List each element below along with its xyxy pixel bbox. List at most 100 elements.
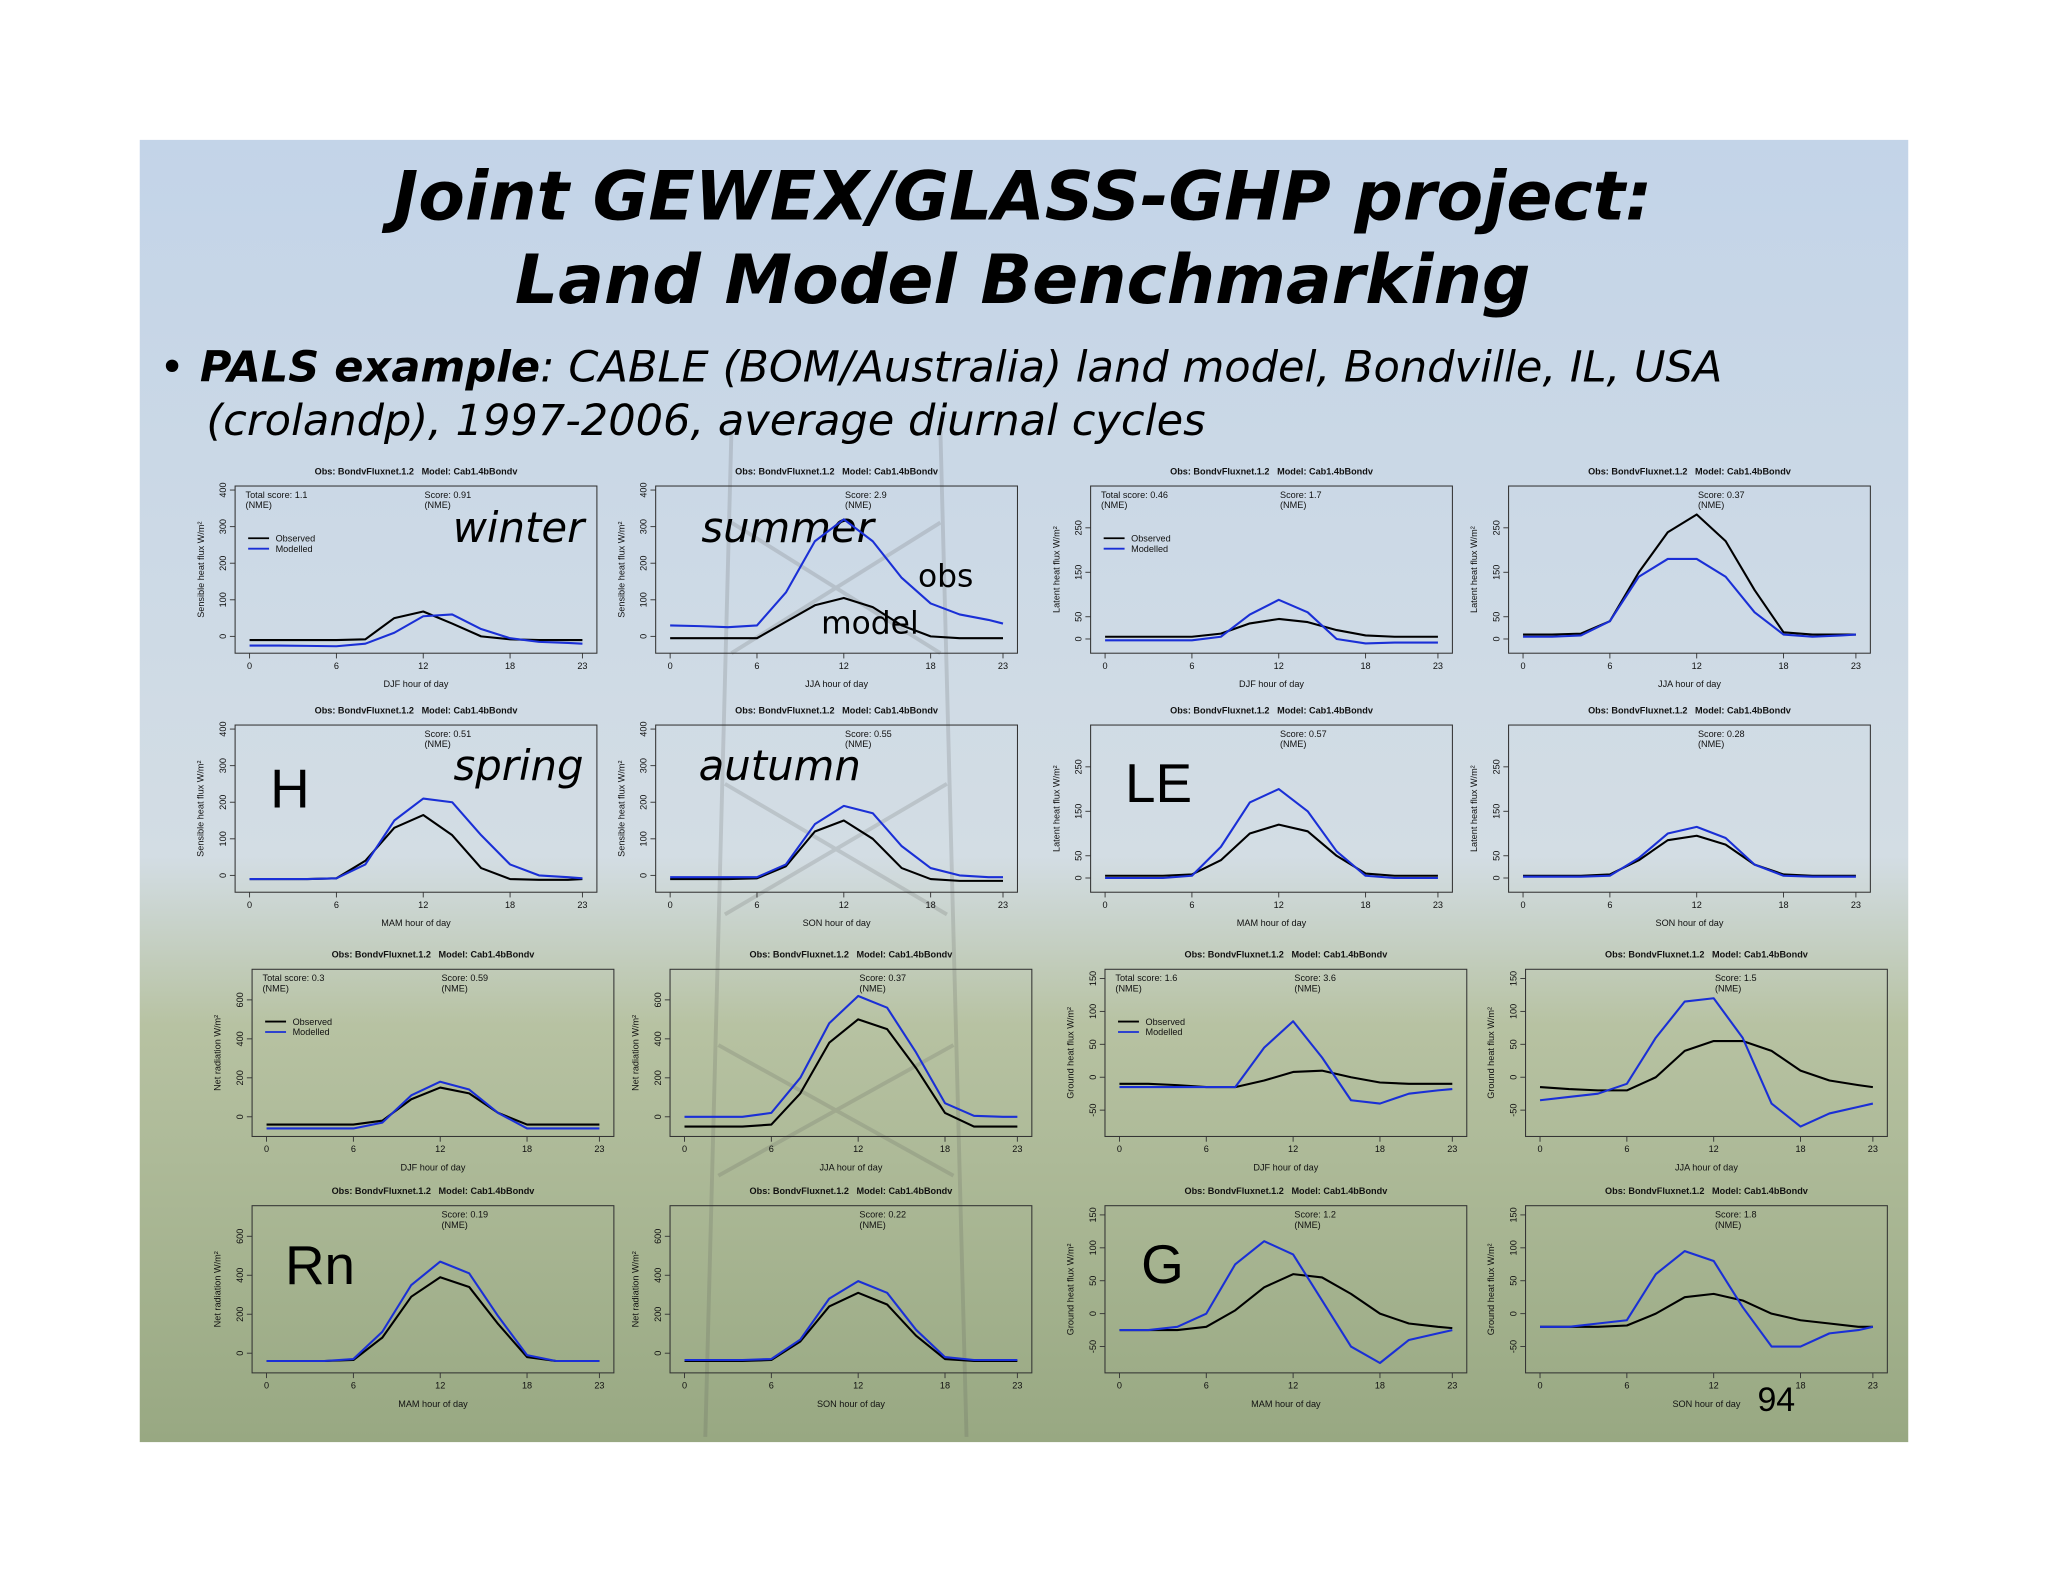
data-line — [1105, 617, 1438, 638]
data-line — [1540, 1250, 1874, 1348]
plot-frame — [655, 485, 1018, 654]
y-tick-label: 200 — [235, 1070, 245, 1085]
x-tick-label: 18 — [926, 661, 936, 671]
y-tick-label: 200 — [218, 795, 228, 810]
y-tick-label: 0 — [1508, 1311, 1518, 1316]
y-tick-label: 200 — [235, 1307, 245, 1322]
legend-label: Modelled — [293, 1027, 330, 1037]
y-tick-label: 400 — [235, 1268, 245, 1283]
chart-title: Obs: BondvFluxnet.1.2 Model: Cab1.4bBond… — [1184, 1186, 1388, 1196]
x-tick-label: 0 — [1117, 1381, 1122, 1391]
score-note: Score: 3.6 — [1294, 973, 1336, 983]
x-tick-label: 18 — [926, 900, 936, 910]
score-note: Score: 2.9 — [845, 490, 887, 500]
chart-title: Obs: BondvFluxnet.1.2 Model: Cab1.4bBond… — [1170, 466, 1374, 476]
score-note: Score: 1.7 — [1280, 490, 1322, 500]
chart: Obs: BondvFluxnet.1.2 Model: Cab1.4bBond… — [213, 1186, 615, 1409]
data-line — [670, 804, 1003, 879]
data-line — [1523, 825, 1856, 878]
x-tick-label: 12 — [418, 900, 428, 910]
data-line — [670, 596, 1003, 640]
chart: Obs: BondvFluxnet.1.2 Model: Cab1.4bBond… — [1051, 705, 1453, 928]
y-tick-label: 150 — [1508, 1207, 1518, 1222]
x-axis-label: JJA hour of day — [805, 679, 868, 689]
chart: Obs: BondvFluxnet.1.2 Model: Cab1.4bBond… — [1066, 1186, 1468, 1409]
overlay-label: model — [821, 606, 919, 642]
chart-title: Obs: BondvFluxnet.1.2 Model: Cab1.4bBond… — [750, 950, 954, 960]
x-tick-label: 6 — [334, 661, 339, 671]
x-axis-label: MAM hour of day — [398, 1399, 468, 1409]
plot-frame — [1525, 1205, 1888, 1374]
x-tick-label: 6 — [1189, 661, 1194, 671]
chart: Obs: BondvFluxnet.1.2 Model: Cab1.4bBond… — [1486, 1186, 1888, 1409]
y-tick-label: 50 — [1073, 612, 1083, 622]
overlay-label: winter — [453, 503, 587, 552]
score-note: Total score: 1.6 — [1115, 973, 1177, 983]
bullet-rest: : CABLE (BOM/Australia) land model, Bond… — [540, 343, 1722, 393]
x-tick-label: 12 — [853, 1144, 863, 1154]
legend-label: Observed — [276, 534, 316, 544]
plot-frame — [251, 1205, 615, 1374]
chart: Obs: BondvFluxnet.1.2 Model: Cab1.4bBond… — [616, 705, 1018, 928]
y-tick-label: 400 — [653, 1268, 663, 1283]
score-note: (NME) — [1101, 500, 1127, 510]
y-tick-label: 300 — [639, 519, 649, 534]
y-tick-label: -50 — [1508, 1340, 1518, 1353]
x-tick-label: 0 — [682, 1144, 687, 1154]
x-tick-label: 6 — [1607, 900, 1612, 910]
y-axis-label: Latent heat flux W/m² — [1051, 526, 1061, 613]
x-tick-label: 0 — [668, 661, 673, 671]
x-axis-label: SON hour of day — [1672, 1399, 1740, 1409]
x-tick-label: 0 — [247, 900, 252, 910]
x-tick-label: 23 — [998, 661, 1008, 671]
y-tick-label: 250 — [1073, 520, 1083, 535]
x-tick-label: 23 — [594, 1144, 604, 1154]
plot-frame — [1090, 724, 1453, 893]
x-axis-label: JJA hour of day — [819, 1162, 882, 1172]
x-tick-label: 0 — [1537, 1381, 1542, 1391]
y-axis-label: Sensible heat flux W/m² — [196, 760, 206, 856]
plot-frame — [1104, 1205, 1468, 1374]
x-tick-label: 23 — [1012, 1144, 1022, 1154]
x-axis-label: DJF hour of day — [401, 1162, 466, 1172]
chart-title: Obs: BondvFluxnet.1.2 Model: Cab1.4bBond… — [750, 1186, 954, 1196]
x-tick-label: 18 — [505, 661, 515, 671]
x-axis-label: SON hour of day — [817, 1399, 885, 1409]
x-tick-label: 18 — [1778, 661, 1788, 671]
data-line — [1105, 823, 1438, 877]
y-tick-label: 100 — [218, 592, 228, 607]
x-tick-label: 6 — [1624, 1144, 1629, 1154]
score-note: (NME) — [1698, 739, 1724, 749]
x-tick-label: 12 — [1709, 1144, 1719, 1154]
chart-title: Obs: BondvFluxnet.1.2 Model: Cab1.4bBond… — [735, 466, 939, 476]
y-tick-label: 0 — [653, 1351, 663, 1356]
x-tick-label: 12 — [1692, 900, 1702, 910]
x-tick-label: 12 — [839, 661, 849, 671]
x-axis-label: MAM hour of day — [381, 918, 451, 928]
plot-frame — [251, 968, 615, 1137]
x-tick-label: 23 — [1433, 661, 1443, 671]
legend-label: Observed — [293, 1017, 333, 1027]
x-axis-label: SON hour of day — [803, 918, 871, 928]
x-tick-label: 12 — [418, 661, 428, 671]
x-tick-label: 6 — [1204, 1381, 1209, 1391]
bullet-text: (crolandp), 1997-2006, average diurnal c… — [206, 396, 1205, 446]
data-line — [684, 1280, 1018, 1362]
chart: Obs: BondvFluxnet.1.2 Model: Cab1.4bBond… — [631, 1186, 1033, 1409]
legend-label: Modelled — [276, 544, 313, 554]
y-axis-label: Ground heat flux W/m² — [1066, 1243, 1076, 1335]
y-tick-label: 250 — [1073, 759, 1083, 774]
x-tick-label: 6 — [1204, 1144, 1209, 1154]
y-tick-label: 400 — [639, 721, 649, 736]
score-note: Score: 0.91 — [424, 490, 471, 500]
x-tick-label: 23 — [1447, 1381, 1457, 1391]
plot-frame — [1525, 968, 1888, 1137]
y-tick-label: 250 — [1491, 520, 1501, 535]
y-tick-label: 150 — [1073, 565, 1083, 580]
y-tick-label: 100 — [1508, 1240, 1518, 1255]
y-axis-label: Ground heat flux W/m² — [1486, 1007, 1496, 1099]
y-tick-label: 100 — [639, 831, 649, 846]
y-tick-label: 0 — [235, 1351, 245, 1356]
score-note: (NME) — [263, 983, 289, 993]
